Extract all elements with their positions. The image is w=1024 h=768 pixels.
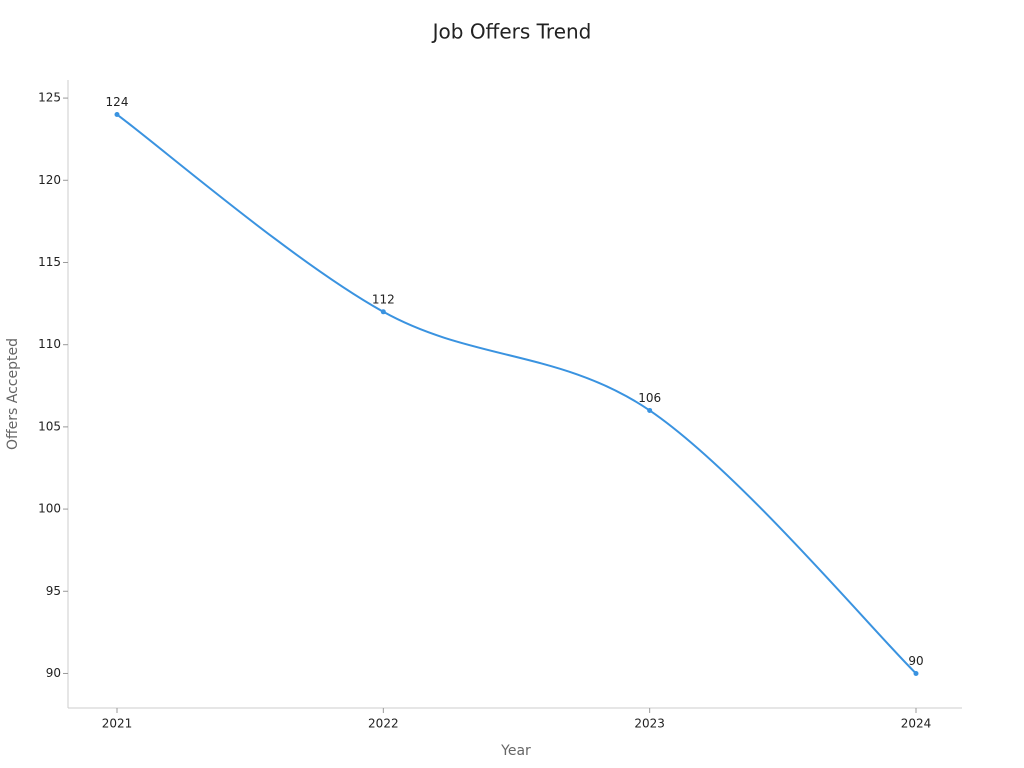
y-tick-label: 125 bbox=[38, 91, 61, 105]
y-tick-label: 105 bbox=[38, 419, 61, 433]
x-tick-label: 2023 bbox=[634, 717, 665, 731]
x-axis-title: Year bbox=[500, 743, 531, 759]
y-tick-label: 100 bbox=[38, 502, 61, 516]
y-tick-label: 115 bbox=[38, 255, 61, 269]
data-label: 124 bbox=[106, 95, 129, 109]
point bbox=[114, 112, 120, 118]
y-tick-label: 90 bbox=[46, 666, 61, 680]
chart-title: Job Offers Trend bbox=[431, 20, 592, 44]
point bbox=[647, 407, 653, 413]
y-axis-title: Offers Accepted bbox=[5, 338, 21, 450]
x-tick-label: 2021 bbox=[102, 717, 133, 731]
data-label: 112 bbox=[372, 292, 395, 306]
data-label: 90 bbox=[908, 654, 923, 668]
y-tick-label: 120 bbox=[38, 173, 61, 187]
x-tick-label: 2024 bbox=[901, 717, 932, 731]
point bbox=[380, 309, 386, 315]
y-tick-label: 110 bbox=[38, 337, 61, 351]
line bbox=[116, 113, 917, 675]
x-tick-label: 2022 bbox=[368, 717, 399, 731]
y-tick-label: 95 bbox=[46, 584, 61, 598]
point bbox=[913, 670, 919, 676]
data-label: 106 bbox=[638, 391, 661, 405]
